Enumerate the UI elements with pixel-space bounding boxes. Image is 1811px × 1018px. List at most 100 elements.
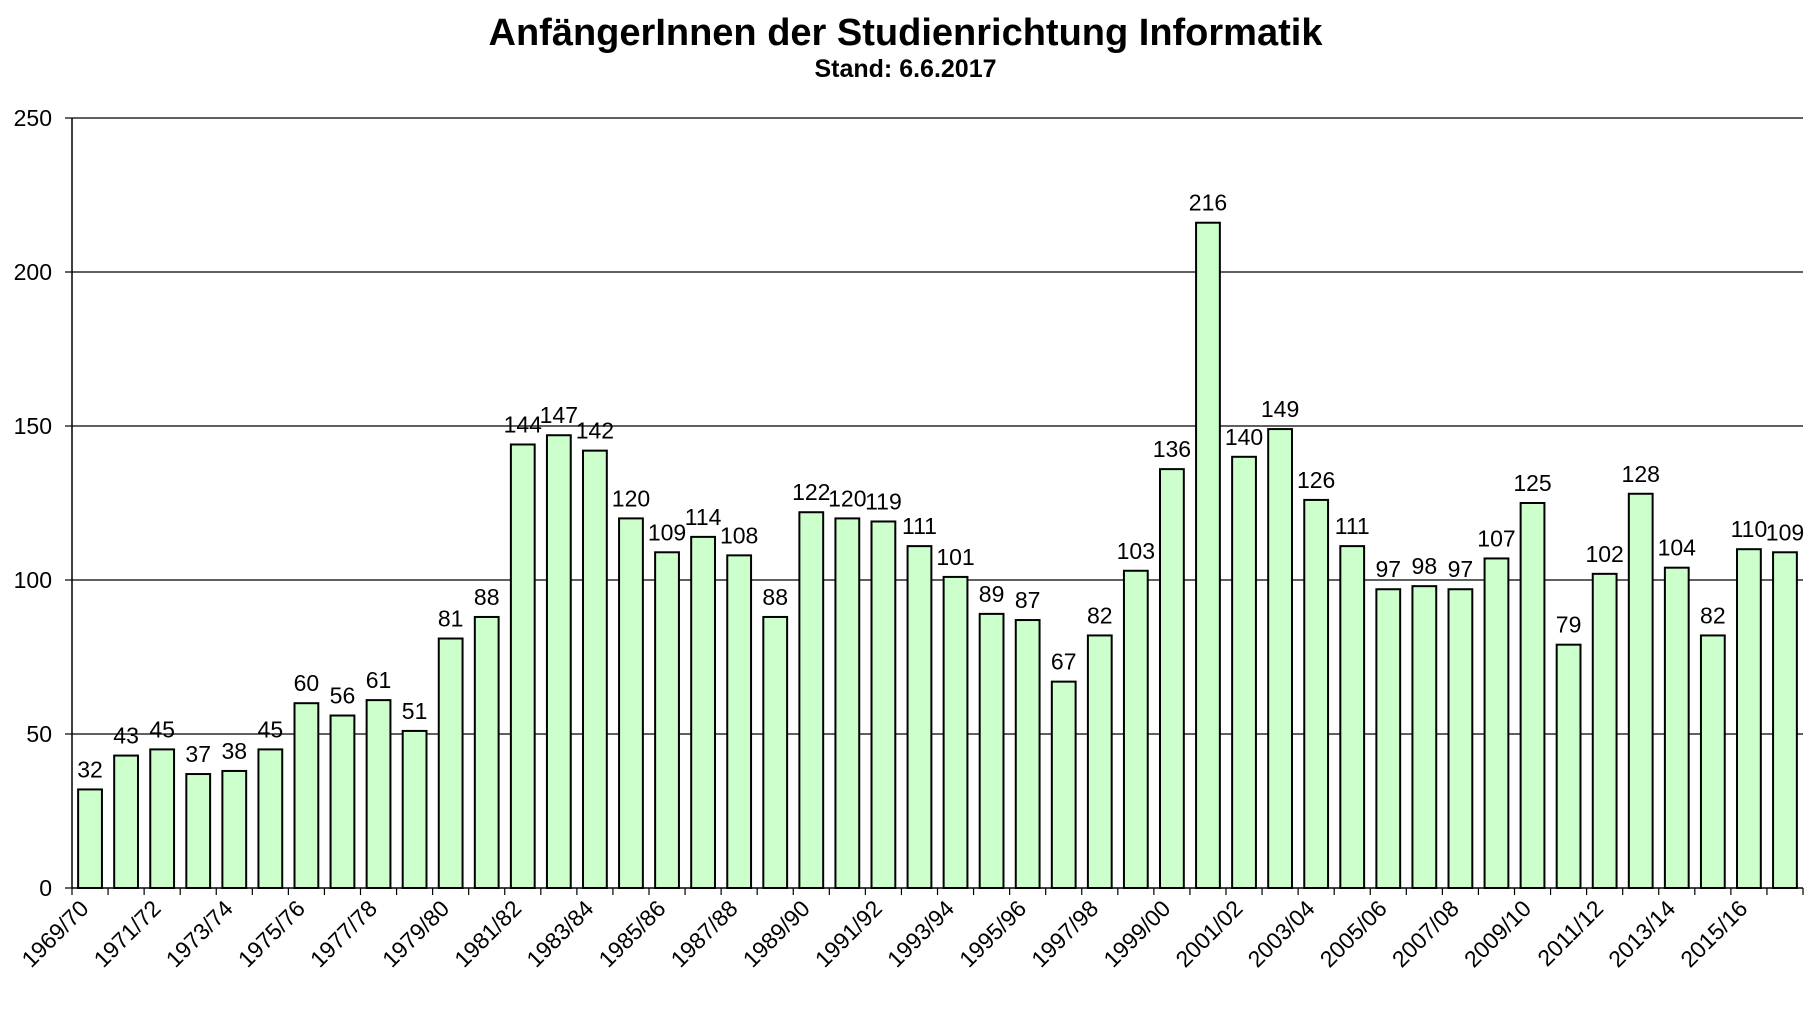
gridlines xyxy=(72,117,1803,735)
bar xyxy=(834,517,861,890)
data-label: 216 xyxy=(1189,190,1227,216)
bar xyxy=(1519,502,1546,889)
y-tick-label: 250 xyxy=(14,105,52,131)
y-tick-label: 50 xyxy=(26,721,52,747)
data-label: 56 xyxy=(330,683,356,709)
bar xyxy=(113,754,139,889)
x-tick-label: 2009/10 xyxy=(1459,895,1536,972)
bar xyxy=(1411,585,1438,889)
bar xyxy=(221,769,248,890)
data-label: 82 xyxy=(1087,602,1113,628)
bar xyxy=(185,773,212,889)
bar xyxy=(942,575,969,889)
bar xyxy=(1267,428,1293,889)
data-label: 142 xyxy=(576,418,614,444)
bar xyxy=(77,788,103,889)
chart-title: AnfängerInnen der Studienrichtung Inform… xyxy=(488,12,1323,54)
bar xyxy=(1591,572,1618,890)
bar xyxy=(1483,557,1510,889)
data-label: 51 xyxy=(402,698,428,724)
data-label: 37 xyxy=(185,741,211,767)
x-tick-labels: 1969/701971/721973/741975/761977/781979/… xyxy=(16,895,1752,972)
data-label: 136 xyxy=(1153,436,1191,462)
x-tick-label: 1987/88 xyxy=(666,895,743,972)
bar xyxy=(1736,548,1762,889)
bar xyxy=(1050,680,1077,890)
bar xyxy=(509,443,536,889)
bar xyxy=(582,449,608,889)
x-tick-label: 1981/82 xyxy=(449,895,526,972)
data-label: 32 xyxy=(77,756,103,782)
bar xyxy=(1699,634,1726,889)
x-tick-label: 2007/08 xyxy=(1387,895,1464,972)
bar xyxy=(1627,492,1654,889)
bar xyxy=(473,615,500,890)
axes xyxy=(65,117,1804,895)
data-label: 114 xyxy=(685,504,722,530)
data-label: 101 xyxy=(936,544,974,570)
data-label: 88 xyxy=(762,584,788,610)
data-label: 38 xyxy=(221,738,247,764)
x-tick-label: 2011/12 xyxy=(1532,895,1608,971)
bar xyxy=(654,551,680,890)
bar xyxy=(1195,221,1221,890)
bar xyxy=(1086,634,1113,889)
data-label: 43 xyxy=(113,723,139,749)
bar xyxy=(1772,551,1798,890)
data-label: 140 xyxy=(1225,424,1263,450)
data-label: 88 xyxy=(474,584,500,610)
bar xyxy=(978,612,1005,889)
x-tick-label: 1997/98 xyxy=(1026,895,1103,972)
x-tick-label: 2015/16 xyxy=(1675,895,1752,972)
x-tick-label: 2003/04 xyxy=(1243,895,1320,972)
x-tick-label: 2005/06 xyxy=(1315,895,1392,972)
bar xyxy=(1303,498,1330,889)
data-label: 103 xyxy=(1117,538,1155,564)
data-label: 126 xyxy=(1297,467,1335,493)
data-label: 109 xyxy=(1766,519,1804,545)
x-tick-label: 1973/74 xyxy=(161,895,238,972)
bar xyxy=(365,699,392,889)
data-label: 98 xyxy=(1412,553,1438,579)
data-label: 97 xyxy=(1375,556,1401,582)
x-tick-label: 1999/00 xyxy=(1098,895,1175,972)
x-tick-label: 1991/92 xyxy=(810,895,887,972)
y-tick-labels: 0 50 100 150 200 250 xyxy=(14,105,52,901)
data-label: 97 xyxy=(1448,556,1474,582)
data-label: 144 xyxy=(504,411,543,437)
x-tick-label: 1975/76 xyxy=(233,895,310,972)
x-tick-label: 1969/70 xyxy=(16,895,93,972)
bars xyxy=(77,221,1798,890)
data-label: 89 xyxy=(979,581,1005,607)
bar xyxy=(1555,643,1582,889)
data-label: 120 xyxy=(612,485,650,511)
x-tick-label: 1995/96 xyxy=(954,895,1031,972)
x-tick-label: 2013/14 xyxy=(1603,895,1680,972)
data-label: 120 xyxy=(828,485,866,511)
y-tick-label: 150 xyxy=(14,413,52,439)
data-label: 82 xyxy=(1700,602,1726,628)
bar xyxy=(545,434,572,889)
data-label: 108 xyxy=(720,522,758,548)
y-tick-label: 0 xyxy=(39,875,52,901)
bar xyxy=(690,535,716,889)
data-label: 67 xyxy=(1051,649,1077,675)
bar xyxy=(1014,619,1041,889)
data-label: 147 xyxy=(540,402,578,428)
data-label: 45 xyxy=(149,716,175,742)
chart-subtitle: Stand: 6.6.2017 xyxy=(814,55,997,83)
data-label: 60 xyxy=(294,670,320,696)
data-label: 104 xyxy=(1658,535,1697,561)
x-tick-label: 1993/94 xyxy=(882,895,959,972)
x-tick-label: 1977/78 xyxy=(305,895,382,972)
data-label: 61 xyxy=(366,667,392,693)
data-label: 110 xyxy=(1731,516,1768,542)
data-label: 79 xyxy=(1556,612,1582,638)
bar xyxy=(1339,545,1366,889)
bar xyxy=(906,545,933,889)
y-tick-label: 200 xyxy=(14,259,52,285)
data-label: 81 xyxy=(438,606,464,632)
data-label: 111 xyxy=(1335,513,1370,539)
x-tick-label: 1989/90 xyxy=(738,895,815,972)
